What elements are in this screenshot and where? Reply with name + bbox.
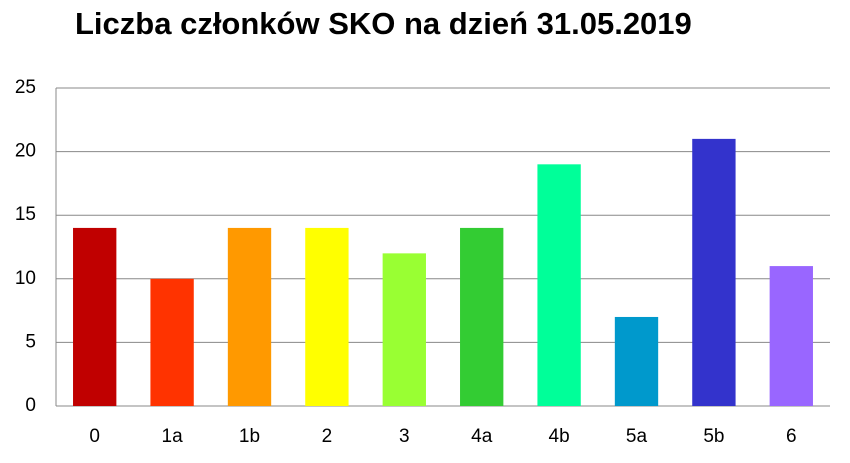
bar <box>305 227 349 406</box>
bar <box>614 316 659 406</box>
bar <box>73 227 117 406</box>
x-tick-label: 1b <box>239 426 260 447</box>
x-tick-label: 2 <box>322 426 333 447</box>
x-tick-label: 0 <box>89 426 100 447</box>
bar <box>227 227 272 406</box>
x-tick-label: 5a <box>626 426 648 447</box>
y-tick-label: 20 <box>15 141 36 162</box>
bar <box>769 266 813 406</box>
chart-title: Liczba członków SKO na dzień 31.05.2019 <box>75 6 692 41</box>
bar <box>150 278 194 406</box>
x-tick-label: 3 <box>399 426 410 447</box>
bar <box>460 227 504 406</box>
y-tick-label: 25 <box>15 77 36 98</box>
x-tick-label: 4b <box>549 426 570 447</box>
y-tick-label: 15 <box>15 204 36 225</box>
y-tick-label: 5 <box>25 331 36 352</box>
y-tick-label: 10 <box>15 268 36 289</box>
bar <box>382 253 426 406</box>
x-tick-label: 5b <box>703 426 724 447</box>
x-tick-label: 1a <box>162 426 184 447</box>
y-tick-label: 0 <box>25 395 36 416</box>
x-tick-label: 6 <box>786 426 797 447</box>
bar <box>537 164 581 406</box>
x-tick-label: 4a <box>471 426 493 447</box>
bar <box>692 138 736 406</box>
